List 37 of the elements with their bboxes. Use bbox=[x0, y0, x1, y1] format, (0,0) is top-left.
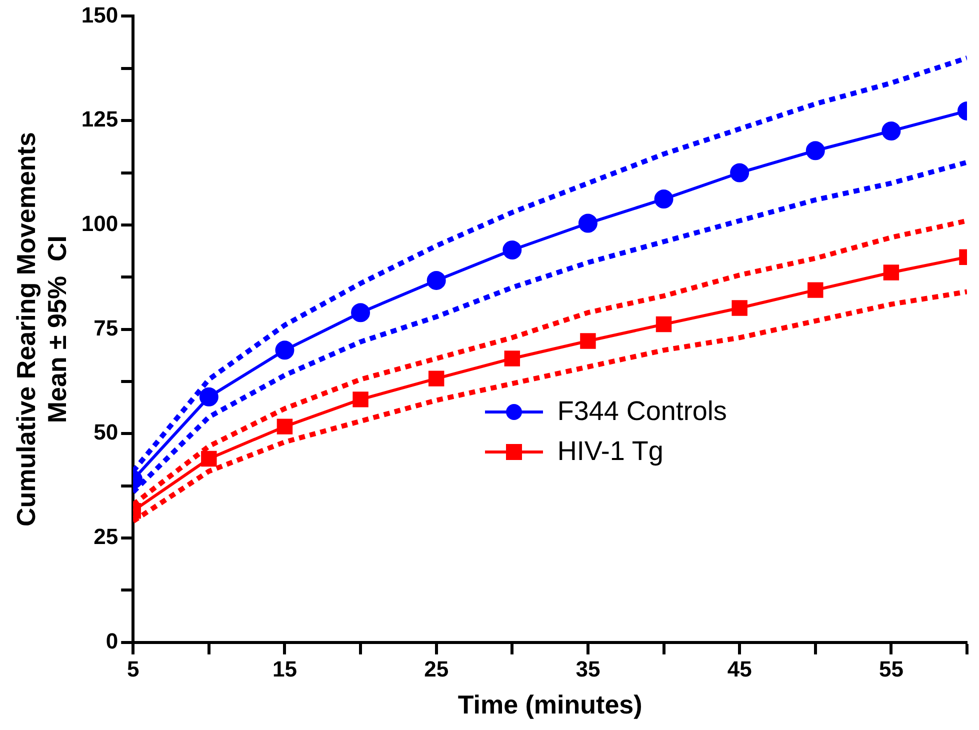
point bbox=[808, 282, 824, 298]
point bbox=[883, 264, 900, 280]
y-tick-label: 150 bbox=[81, 2, 118, 28]
point bbox=[199, 387, 218, 406]
point bbox=[276, 418, 293, 434]
x-tick-label: 45 bbox=[727, 656, 752, 682]
point bbox=[732, 300, 748, 316]
point bbox=[351, 303, 370, 322]
point bbox=[275, 340, 294, 360]
point bbox=[504, 350, 520, 366]
y-tick-label: 0 bbox=[106, 628, 118, 654]
point bbox=[654, 190, 674, 209]
x-axis-title: Time (minutes) bbox=[458, 690, 642, 720]
x-tick-label: 5 bbox=[126, 656, 140, 682]
x-tick-label: 35 bbox=[576, 656, 600, 682]
point bbox=[428, 370, 444, 386]
point bbox=[580, 333, 596, 349]
point bbox=[426, 270, 446, 290]
point bbox=[502, 240, 522, 260]
legend-label: HIV-1 Tg bbox=[557, 436, 664, 468]
point bbox=[352, 392, 368, 408]
point bbox=[656, 316, 672, 332]
legend-label: F344 Controls bbox=[557, 396, 727, 428]
y-tick-label: 125 bbox=[81, 106, 118, 132]
y-tick-label: 75 bbox=[94, 315, 118, 340]
y-tick-label: 100 bbox=[81, 210, 118, 236]
y-tick-label: 25 bbox=[94, 524, 118, 550]
y-axis-title: Cumulative Rearing Movements Mean ± 95% CI bbox=[10, 132, 72, 527]
point bbox=[578, 214, 598, 233]
y-tick-label: 50 bbox=[94, 420, 118, 445]
point bbox=[882, 122, 901, 141]
x-tick-label: 25 bbox=[424, 656, 449, 682]
x-tick-label: 55 bbox=[878, 656, 904, 682]
point bbox=[201, 450, 217, 467]
x-tick-label: 15 bbox=[272, 656, 297, 682]
point bbox=[730, 163, 750, 182]
point bbox=[806, 141, 825, 160]
